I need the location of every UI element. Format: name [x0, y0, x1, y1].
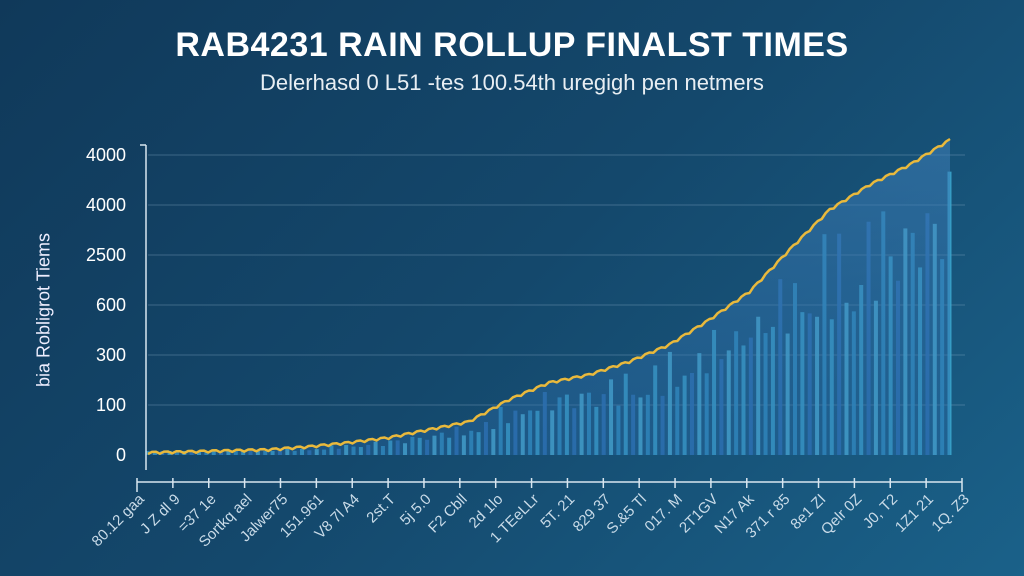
x-tick-label: 80.12 gaa [89, 490, 149, 550]
x-tick-label: Qelr 0Z [818, 491, 865, 538]
y-tick-label: 4000 [86, 195, 126, 215]
x-tick-label: 2st.T [363, 491, 399, 527]
chart-subtitle: Delerhasd 0 L51 -tes 100.54th uregigh pe… [260, 70, 764, 95]
y-tick-label: 300 [96, 345, 126, 365]
area-fill [148, 139, 950, 455]
y-tick-label: 4000 [86, 145, 126, 165]
series-line [147, 137, 951, 456]
y-tick-label: 600 [96, 295, 126, 315]
y-tick-label: 2500 [86, 245, 126, 265]
y-tick-label: 0 [116, 445, 126, 465]
x-tick-label: S.&5 Tl [603, 491, 650, 538]
x-tick-label: F2 Cbll [425, 491, 471, 537]
x-tick-label: 1Z1 21 [892, 491, 937, 536]
x-tick-label: 1Q. Z3 [928, 491, 972, 535]
y-tick-label: 100 [96, 395, 126, 415]
chart-title: RAB4231 RAIN ROLLUP FINALST TIMES [175, 26, 849, 64]
x-tick-label: J Z dl 9 [137, 491, 184, 538]
